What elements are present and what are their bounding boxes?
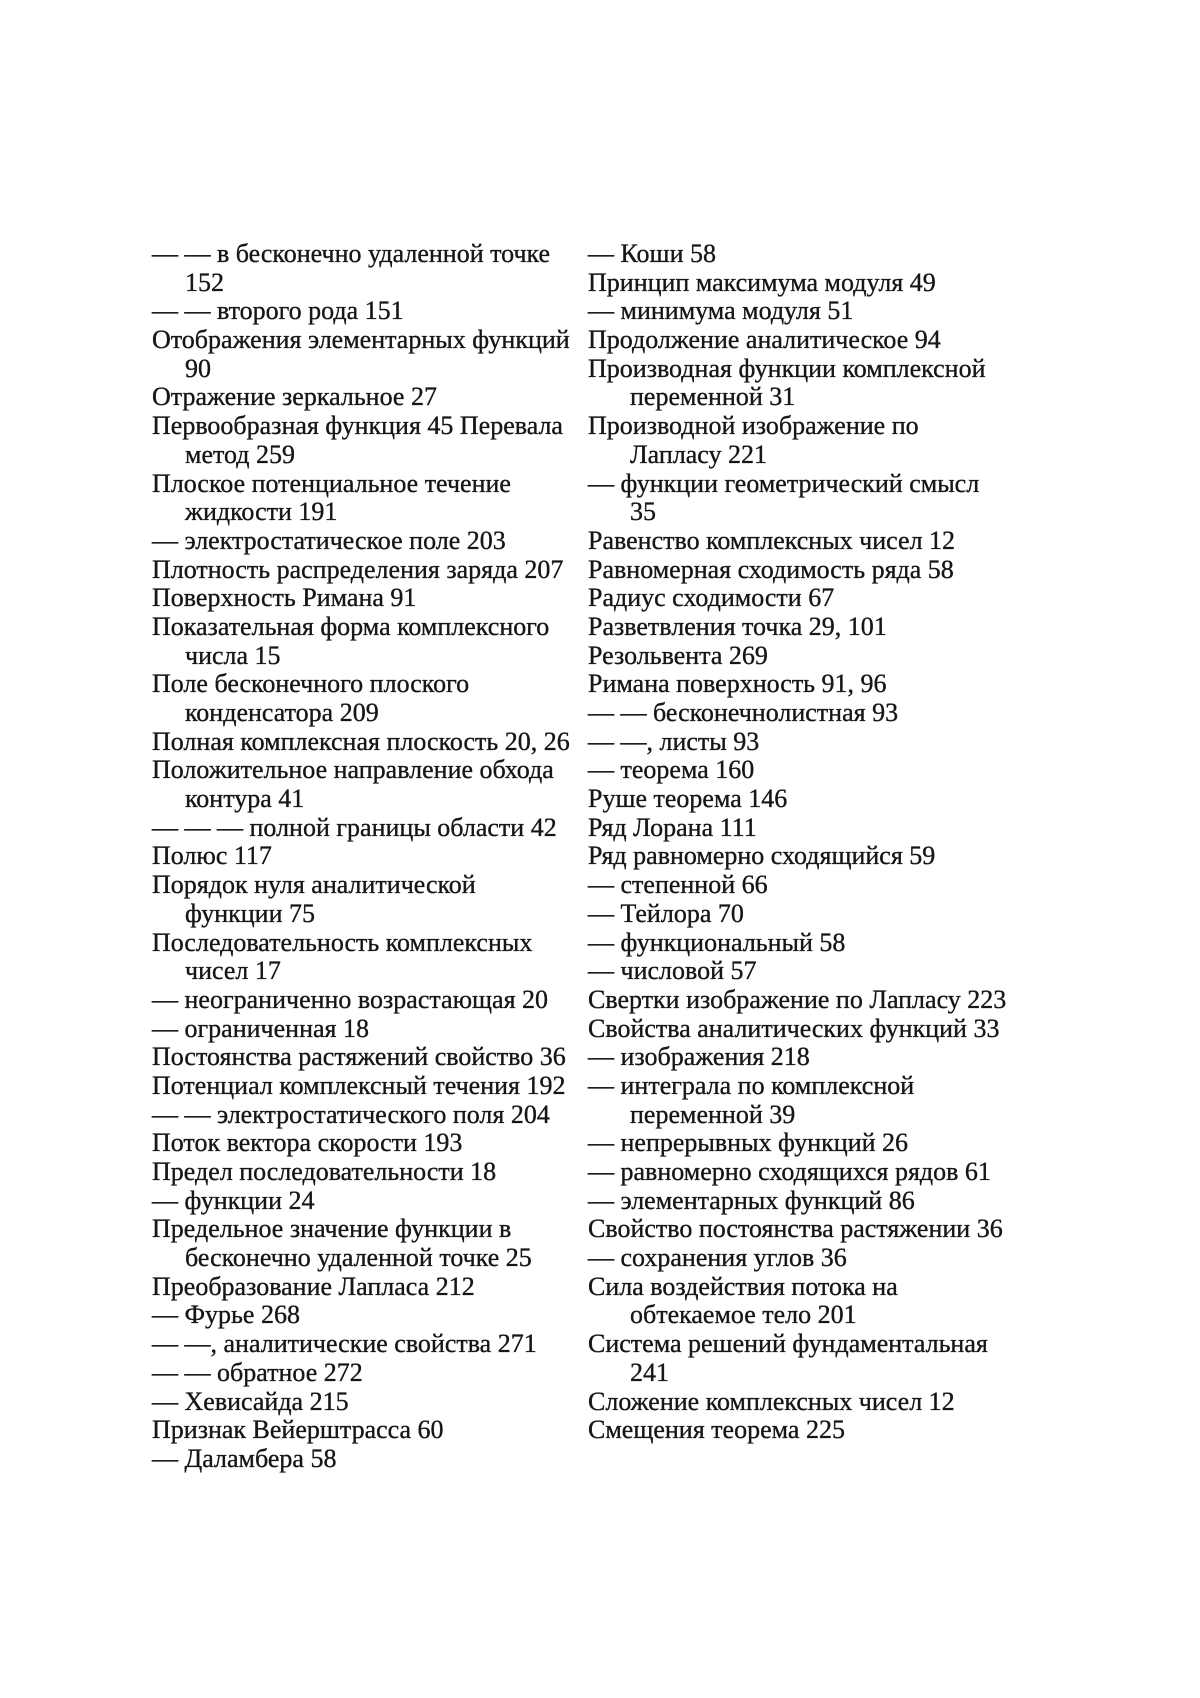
index-line: Показательная форма комплексного [152, 611, 550, 641]
index-line: — Даламбера 58 [152, 1443, 337, 1473]
index-line: Руше теорема 146 [588, 784, 788, 814]
index-line: — функциональный 58 [588, 927, 846, 957]
index-line: Отражение зеркальное 27 [152, 382, 437, 412]
index-line: — интеграла по комплексной [588, 1070, 915, 1100]
index-line: — ограниченная 18 [152, 1013, 369, 1043]
index-line: бесконечно удаленной точке 25 [185, 1243, 532, 1273]
index-line: Поверхность Римана 91 [152, 583, 417, 613]
index-column-left: — — в бесконечно удаленной точке 152— — в… [152, 239, 588, 1474]
index-line: — теорема 160 [588, 755, 755, 785]
index-line: — непрерывных функций 26 [588, 1128, 909, 1158]
index-line: 241 [630, 1357, 669, 1387]
index-line: — — электростатического поля 204 [152, 1099, 550, 1129]
index-line: Радиус сходимости 67 [588, 583, 835, 613]
index-line: чисел 17 [185, 956, 281, 986]
index-column-right: — Коши 58 Принцип максимума модуля 49— ми… [588, 239, 1048, 1445]
index-line: Последовательность комплексных [152, 927, 533, 957]
index-line: — изображения 218 [588, 1042, 810, 1072]
index-line: — минимума модуля 51 [588, 296, 854, 326]
index-line: — числовой 57 [588, 956, 757, 986]
index-line: Полюс 117 [152, 841, 272, 871]
index-line: 35 [630, 497, 656, 527]
index-line: Сила воздействия потока на [588, 1271, 898, 1301]
index-line: Продолжение аналитическое 94 [588, 325, 941, 355]
index-line: Принцип максимума модуля 49 [588, 267, 936, 297]
index-line: — функции геометрический смысл [588, 468, 980, 498]
index-line: контура 41 [185, 784, 305, 814]
index-line: Ряд равномерно сходящийся 59 [588, 841, 936, 871]
index-line: — Фурье 268 [152, 1300, 300, 1330]
index-line: — степенной 66 [588, 870, 768, 900]
index-line: Положительное направление обхода [152, 755, 554, 785]
index-line: — —, листы 93 [588, 726, 760, 756]
index-line: — сохранения углов 36 [588, 1243, 847, 1273]
index-line: Производная функции комплексной [588, 353, 986, 383]
index-line: Поток вектора скорости 193 [152, 1128, 463, 1158]
index-line: числа 15 [185, 640, 281, 670]
index-line: Преобразование Лапласа 212 [152, 1271, 475, 1301]
index-line: Постоянства растяжений свойство 36 [152, 1042, 566, 1072]
index-line: обтекаемое тело 201 [630, 1300, 857, 1330]
index-line: Ряд Лорана 111 [588, 812, 757, 842]
index-line: — — обратное 272 [152, 1357, 363, 1387]
index-line: — — бесконечнолистная 93 [588, 698, 899, 727]
index-line: — —, аналитические свойства 271 [152, 1329, 537, 1359]
index-line: Смещения теорема 225 [588, 1415, 845, 1445]
index-line: — функции 24 [152, 1185, 315, 1215]
index-line: Свойства аналитических функций 33 [588, 1013, 1000, 1043]
index-line: Свойство постоянства растяжении 36 [588, 1214, 1003, 1244]
index-line: Лапласу 221 [630, 439, 767, 469]
index-line: Разветвления точка 29, 101 [588, 611, 887, 641]
index-line: — элементарных функций 86 [588, 1185, 915, 1215]
index-line: — Коши 58 [588, 239, 716, 268]
index-line: Равномерная сходимость ряда 58 [588, 554, 954, 584]
index-line: — — в бесконечно удаленной точке [152, 239, 551, 268]
index-line: Сложение комплексных чисел 12 [588, 1386, 955, 1416]
index-line: — — второго рода 151 [152, 296, 404, 326]
index-line: Производной изображение по [588, 411, 919, 441]
index-line: Плоское потенциальное течение [152, 468, 511, 498]
index-line: Предел последовательности 18 [152, 1157, 497, 1186]
index-line: Полная комплексная плоскость 20, 26 [152, 726, 570, 756]
index-line: Система решений фундаментальная [588, 1329, 988, 1359]
index-line: Отображения элементарных функций [152, 325, 570, 355]
index-line: переменной 39 [630, 1099, 796, 1129]
index-line: переменной 31 [630, 382, 796, 412]
index-line: — электростатическое поле 203 [152, 525, 506, 555]
index-line: Римана поверхность 91, 96 [588, 669, 887, 699]
index-line: Признак Вейерштрасса 60 [152, 1415, 444, 1445]
index-line: — неограниченно возрастающая 20 [152, 984, 549, 1014]
index-line: Свертки изображение по Лапласу 223 [588, 984, 1007, 1014]
index-line: конденсатора 209 [185, 698, 379, 727]
index-line: 90 [185, 353, 211, 383]
index-line: — равномерно сходящихся рядов 61 [588, 1157, 991, 1186]
index-line: Первообразная функция 45 Перевала [152, 411, 563, 441]
index-line: метод 259 [185, 439, 295, 469]
index-line: 152 [185, 267, 224, 297]
index-line: Плотность распределения заряда 207 [152, 554, 564, 584]
index-line: — Тейлора 70 [588, 898, 744, 928]
index-line: функции 75 [185, 898, 315, 928]
index-line: Равенство комплексных чисел 12 [588, 525, 956, 555]
index-line: Порядок нуля аналитической [152, 870, 476, 900]
index-line: — — — полной границы области 42 [152, 812, 557, 842]
index-line: Потенциал комплексный течения 192 [152, 1070, 566, 1100]
index-line: Поле бесконечного плоского [152, 669, 470, 699]
index-line: жидкости 191 [185, 497, 338, 527]
index-line: Резольвента 269 [588, 640, 768, 670]
index-line: — Хевисайда 215 [152, 1386, 349, 1416]
index-line: Предельное значение функции в [152, 1214, 512, 1244]
